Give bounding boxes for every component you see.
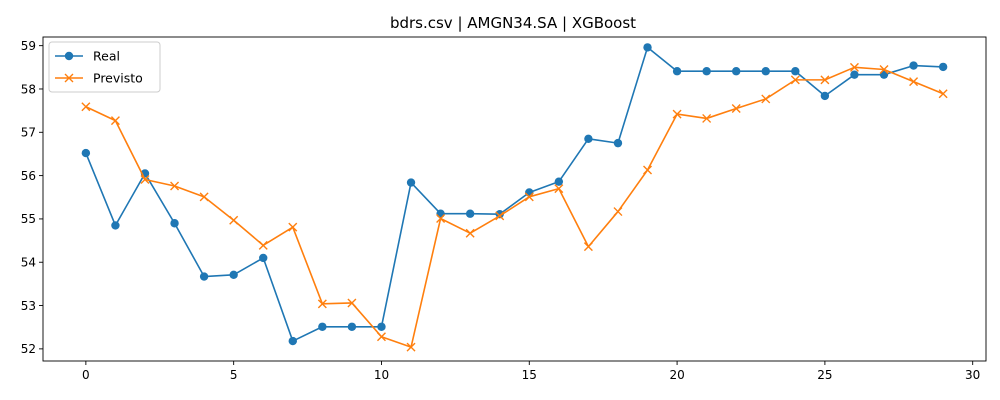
y-tick-label: 58: [21, 82, 36, 96]
data-point: [732, 67, 741, 76]
chart-title: bdrs.csv | AMGN34.SA | XGBoost: [390, 14, 636, 32]
data-point: [229, 270, 238, 280]
x-tick-label: 10: [374, 368, 389, 382]
data-point: [850, 70, 859, 79]
data-point: [613, 207, 623, 217]
data-point: [761, 67, 770, 76]
data-point: [672, 67, 682, 76]
data-point: [584, 134, 593, 143]
data-point: [258, 240, 268, 250]
data-point: [820, 75, 830, 85]
data-point: [111, 221, 120, 230]
x-tick-label: 5: [230, 368, 238, 382]
data-point: [613, 138, 623, 148]
y-tick-label: 54: [21, 256, 36, 270]
data-point: [938, 62, 948, 72]
y-tick-label: 55: [21, 212, 36, 226]
y-tick-label: 56: [21, 169, 36, 183]
data-point: [317, 299, 327, 309]
plot-area: [42, 36, 987, 362]
data-point: [702, 67, 711, 76]
data-point: [199, 192, 209, 202]
axes-frame: [42, 36, 987, 362]
data-point: [583, 242, 593, 252]
data-point: [81, 102, 91, 112]
data-point: [643, 43, 652, 52]
data-point: [170, 219, 179, 228]
y-tick-label: 53: [21, 299, 36, 313]
legend-label: Previsto: [93, 71, 143, 86]
legend-marker: [64, 51, 74, 61]
x-tick-label: 20: [669, 368, 684, 382]
x-tick-label: 25: [817, 368, 832, 382]
data-point: [909, 77, 919, 87]
y-tick-label: 59: [21, 39, 36, 53]
data-point: [406, 178, 416, 187]
data-point: [140, 175, 150, 185]
legend-item-previsto: Previsto: [55, 71, 143, 86]
data-point: [465, 228, 475, 238]
data-point: [199, 272, 209, 281]
data-point: [436, 213, 446, 223]
data-point: [347, 298, 357, 308]
data-point: [761, 94, 771, 104]
series-layer: [81, 43, 948, 352]
data-point: [347, 322, 357, 331]
data-point: [524, 192, 534, 202]
data-point: [791, 67, 800, 76]
data-point: [465, 209, 475, 218]
data-point: [879, 70, 889, 79]
x-tick-label: 0: [82, 368, 90, 382]
data-point: [377, 322, 386, 331]
series-previsto: [81, 62, 948, 352]
data-point: [938, 89, 948, 99]
legend-marker: [64, 73, 74, 83]
data-point: [909, 61, 918, 70]
data-point: [672, 109, 682, 119]
data-point: [554, 184, 564, 194]
x-tick-label: 15: [522, 368, 537, 382]
y-tick-label: 52: [21, 342, 36, 356]
data-point: [849, 62, 859, 72]
series-line: [85, 46, 944, 342]
data-point: [81, 148, 91, 158]
data-point: [554, 177, 564, 186]
data-point: [318, 322, 327, 331]
data-point: [436, 209, 445, 218]
x-axis: 0 5 10 15 20 25 30: [82, 361, 980, 382]
data-point: [879, 64, 889, 74]
data-point: [820, 91, 830, 101]
data-point: [731, 103, 741, 113]
data-point: [259, 253, 268, 263]
data-point: [376, 332, 386, 342]
y-axis: 52 53 54 55 56 57 58 59: [21, 39, 43, 356]
data-point: [643, 165, 653, 175]
data-point: [702, 113, 712, 123]
x-tick-label: 30: [965, 368, 980, 382]
legend-box: [48, 41, 161, 93]
data-point: [406, 342, 416, 352]
data-point: [229, 215, 239, 225]
series-line: [85, 66, 944, 348]
data-point: [790, 75, 800, 85]
legend-label: Real: [93, 49, 120, 64]
legend: Real Previsto: [48, 41, 161, 93]
data-point: [110, 116, 120, 126]
data-point: [495, 211, 505, 221]
data-point: [288, 222, 298, 232]
y-tick-label: 57: [21, 126, 36, 140]
data-point: [288, 336, 297, 346]
data-point: [170, 181, 180, 191]
series-real: [81, 43, 948, 346]
legend-item-real: Real: [55, 49, 120, 64]
